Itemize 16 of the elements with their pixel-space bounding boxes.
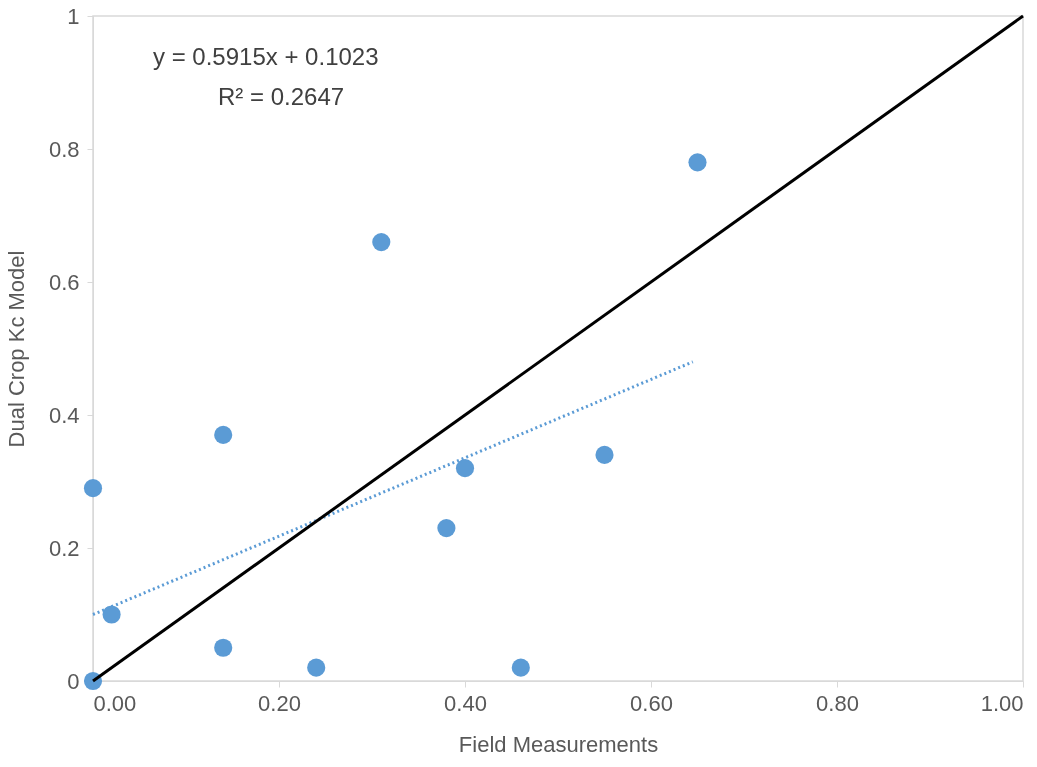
x-tick-label: 0.80 <box>816 690 859 716</box>
x-tick-label: 0.20 <box>258 690 301 716</box>
y-tick-label: 0.6 <box>48 269 80 295</box>
x-tick-label: 1.00 <box>980 690 1024 716</box>
y-tick-label: 1 <box>67 3 80 29</box>
y-tick-label: 0 <box>67 668 80 694</box>
x-tick-label: 0.00 <box>93 690 137 716</box>
y-tick-label: 0.2 <box>48 535 80 561</box>
x-axis-title: Field Measurements <box>458 731 659 757</box>
annotation: R² = 0.2647 <box>218 83 345 110</box>
annotation: y = 0.5915x + 0.1023 <box>153 43 379 70</box>
y-tick-label: 0.8 <box>48 136 80 162</box>
x-tick-label: 0.60 <box>630 690 673 716</box>
x-tick-label: 0.40 <box>444 690 487 716</box>
y-axis-title: Dual Crop Kc Model <box>3 250 29 448</box>
y-tick-label: 0.4 <box>48 402 80 428</box>
